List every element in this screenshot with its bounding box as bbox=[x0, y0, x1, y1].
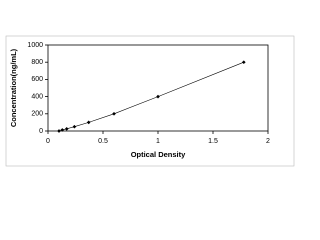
curve-line bbox=[58, 61, 244, 132]
data-point bbox=[60, 128, 65, 132]
x-tick-label: 2 bbox=[266, 138, 270, 145]
data-point bbox=[112, 111, 116, 116]
y-tick-label: 400 bbox=[31, 93, 43, 100]
chart-frame bbox=[5, 35, 295, 167]
y-axis-label: Concentration(ng/mL) bbox=[9, 48, 18, 127]
x-tick-label: 1 bbox=[156, 138, 160, 145]
x-tick-label: 1.5 bbox=[208, 138, 218, 145]
x-tick-label: 0.5 bbox=[98, 138, 108, 145]
y-tick-label: 600 bbox=[31, 76, 43, 83]
y-tick-label: 0 bbox=[39, 128, 43, 135]
x-axis-label: Optical Density bbox=[131, 150, 186, 159]
y-tick-label: 1000 bbox=[27, 42, 43, 49]
x-tick-label: 0 bbox=[46, 138, 50, 145]
data-point bbox=[72, 124, 77, 129]
plot-area bbox=[47, 44, 269, 132]
data-point bbox=[64, 127, 69, 131]
chart: Optical Density Concentration(ng/mL) 020… bbox=[5, 35, 295, 167]
y-tick-label: 800 bbox=[31, 59, 43, 66]
y-tick-label: 200 bbox=[31, 111, 43, 118]
data-point bbox=[86, 120, 91, 125]
data-point bbox=[241, 60, 246, 65]
data-point bbox=[57, 129, 61, 133]
data-point bbox=[156, 94, 160, 99]
